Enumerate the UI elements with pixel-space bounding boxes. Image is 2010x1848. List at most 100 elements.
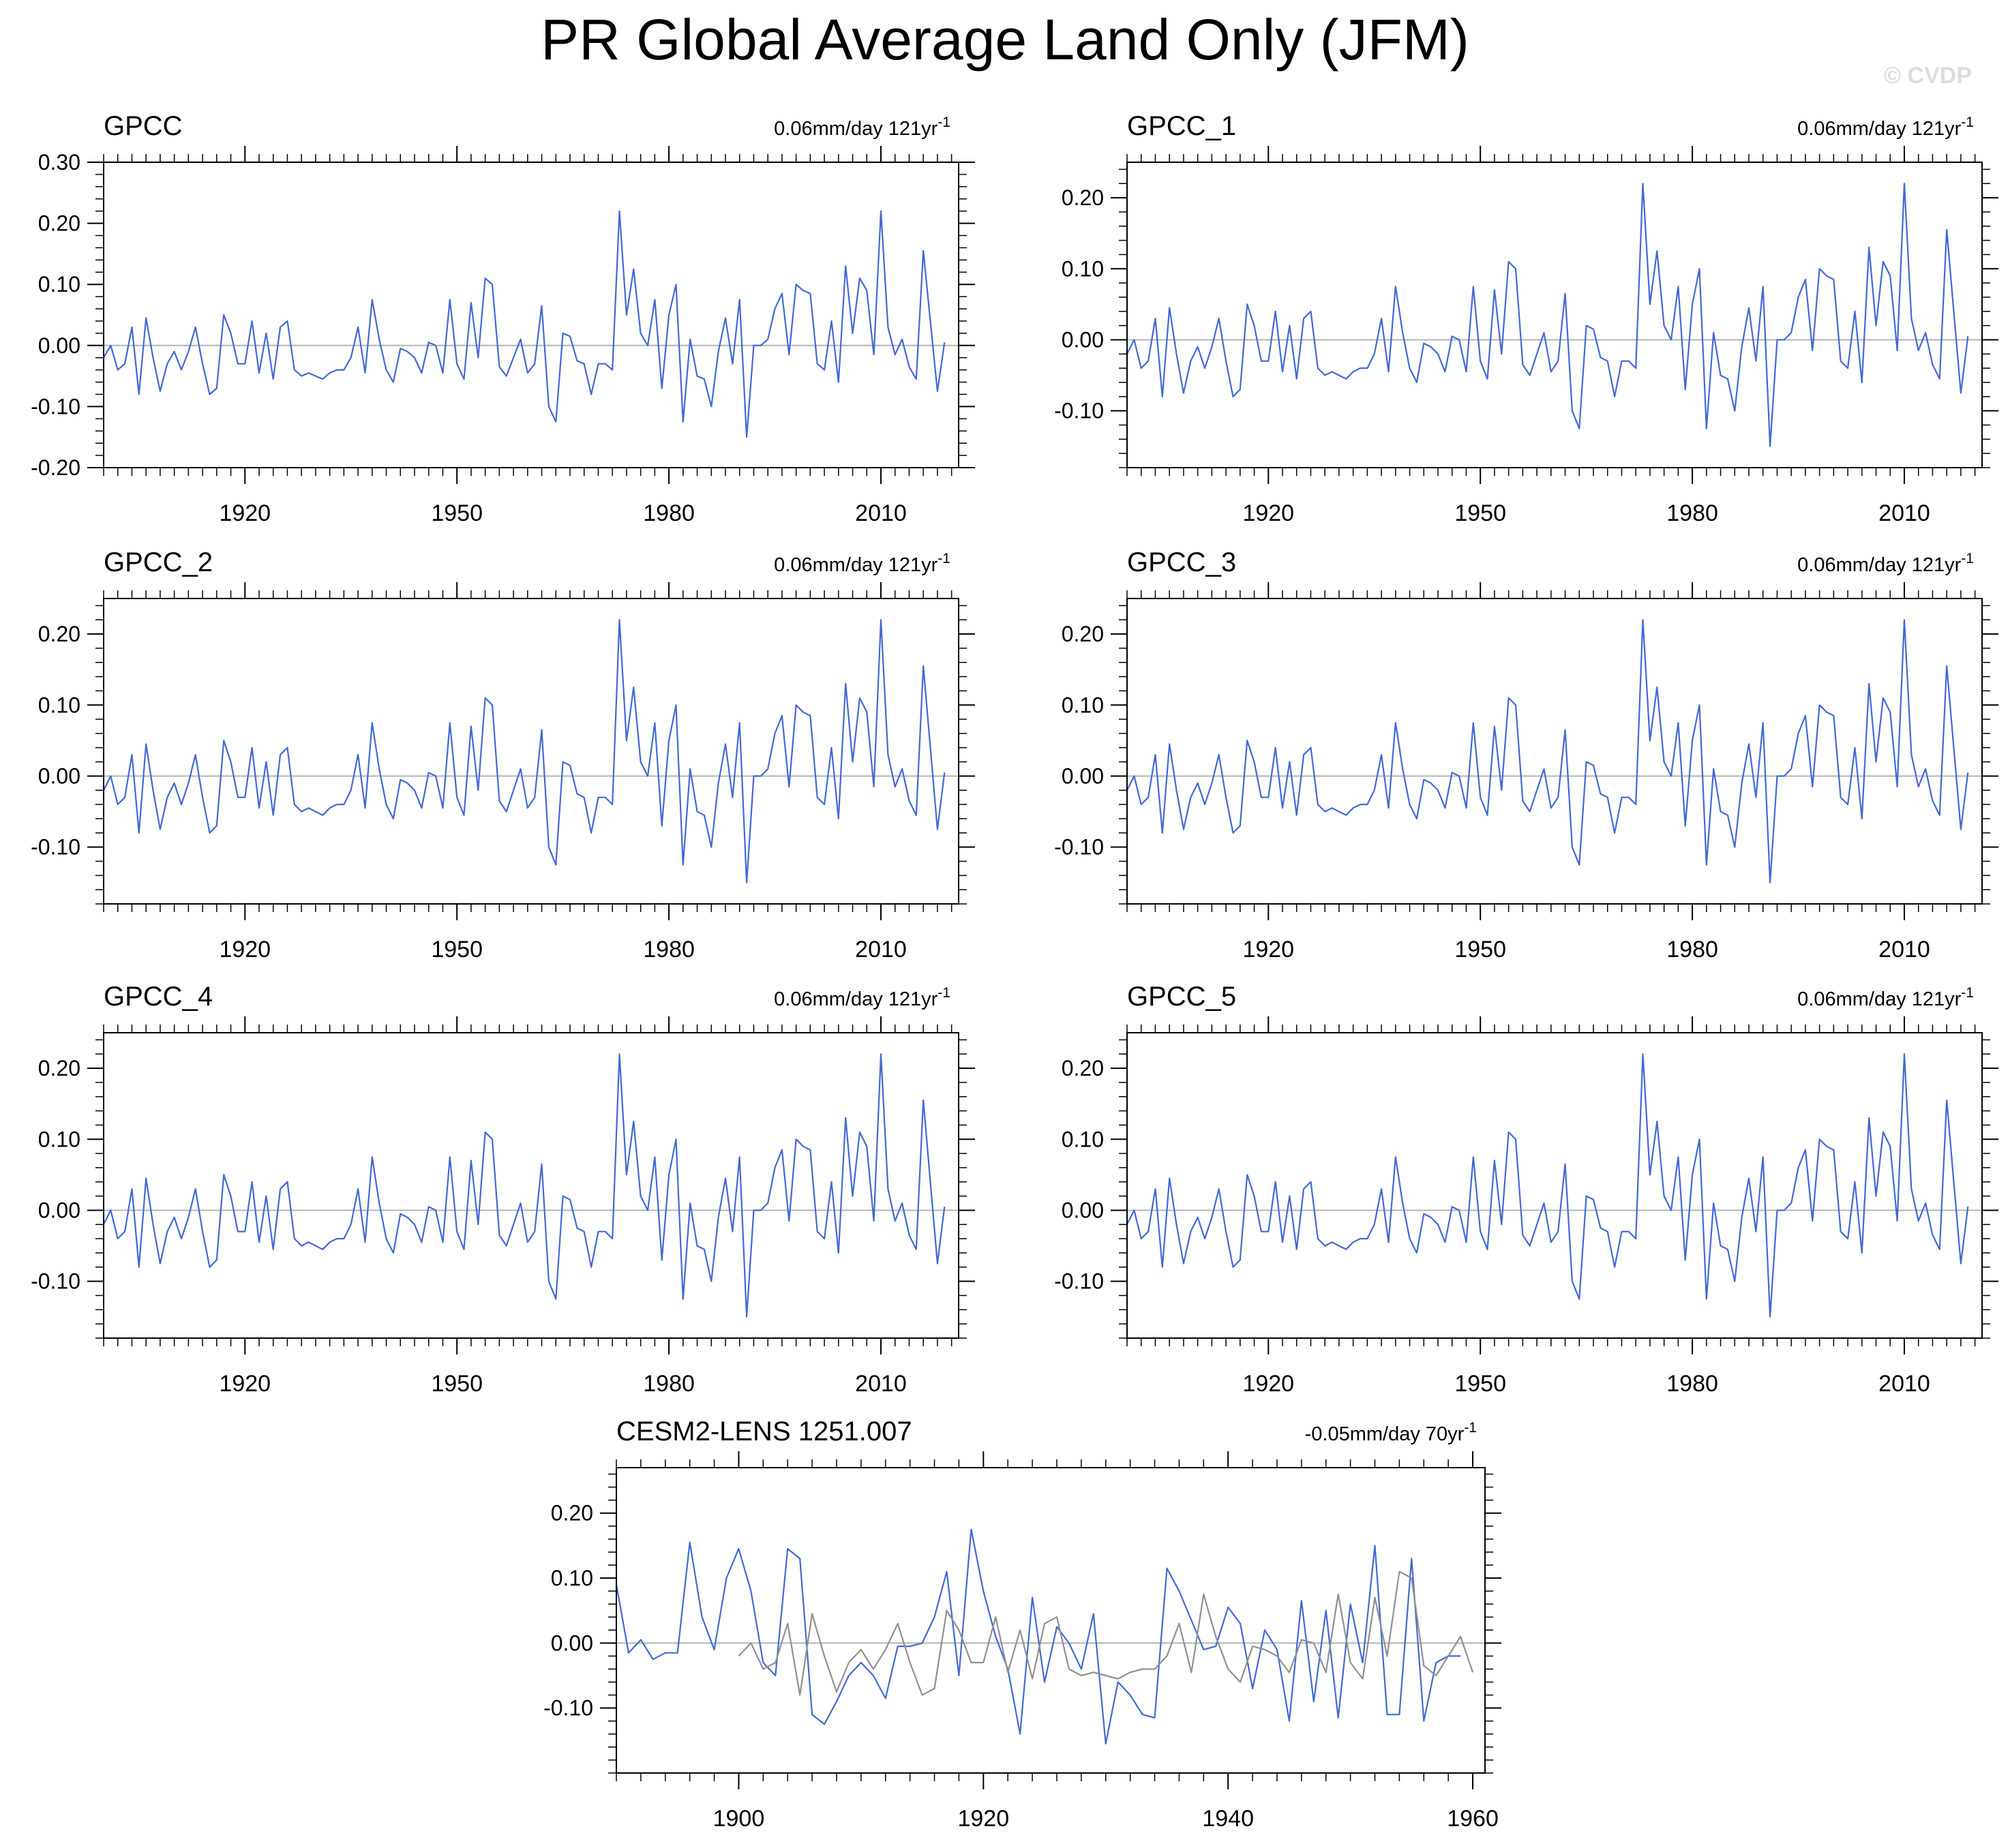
x-tick-label: 1980: [643, 937, 695, 963]
series-line-1: [103, 210, 946, 438]
plot-frame: [103, 598, 959, 905]
y-tick-label: 0.20: [1062, 1056, 1104, 1080]
y-tick-label: -0.20: [31, 455, 80, 480]
x-tick-label: 1950: [431, 1371, 483, 1397]
y-tick-label: 0.20: [551, 1501, 593, 1526]
y-tick-label: 0.00: [38, 333, 80, 358]
y-tick-label: -0.10: [31, 394, 80, 419]
y-tick-label: 0.20: [38, 1056, 80, 1080]
panel-trend-label: 0.06mm/day 121yr-1: [1797, 115, 1974, 140]
y-tick-label: 0.20: [1062, 622, 1104, 646]
x-tick-label: 1980: [1666, 1371, 1718, 1397]
plot-frame: [1126, 598, 1983, 905]
y-tick-label: 0.10: [38, 1127, 80, 1151]
plot-frame: [1126, 1032, 1983, 1339]
y-tick-label: 0.20: [38, 211, 80, 236]
x-tick-label: 1920: [219, 500, 271, 526]
watermark: © CVDP: [1884, 63, 1972, 89]
series-line-1: [103, 619, 946, 883]
x-tick-label: 2010: [1878, 937, 1930, 963]
x-tick-label: 1980: [643, 1371, 695, 1397]
y-tick-label: 0.20: [1062, 185, 1104, 210]
x-tick-label: 1920: [1242, 1371, 1294, 1397]
series-line-1: [615, 1528, 1461, 1745]
series-line-1: [1126, 619, 1969, 883]
panel-title: GPCC_1: [1127, 111, 1236, 141]
series-line-2: [738, 1571, 1474, 1696]
y-tick-label: 0.00: [1062, 327, 1104, 352]
series-line-1: [103, 1053, 946, 1318]
panel-trend-superscript: -1: [937, 115, 950, 130]
series-line-1: [1126, 1053, 1969, 1318]
panel-title: GPCC_2: [104, 547, 213, 577]
panel-title: GPCC_5: [1127, 982, 1236, 1012]
y-tick-label: -0.10: [1054, 399, 1104, 423]
y-tick-label: -0.10: [1054, 1269, 1104, 1294]
x-tick-label: 1960: [1447, 1806, 1499, 1832]
panel-trend-superscript: -1: [937, 985, 950, 1001]
plot-frame: [103, 1032, 959, 1339]
figure-title: PR Global Average Land Only (JFM): [541, 7, 1469, 72]
x-tick-label: 2010: [855, 1371, 907, 1397]
plot-frame: [616, 1467, 1486, 1774]
y-tick-label: -0.10: [31, 835, 80, 860]
x-tick-label: 1900: [713, 1806, 765, 1832]
x-tick-label: 1920: [219, 937, 271, 963]
panel-trend-label: 0.06mm/day 121yr-1: [774, 985, 950, 1010]
panel-title: GPCC: [104, 111, 183, 141]
panel-trend-label: 0.06mm/day 121yr-1: [1797, 985, 1974, 1010]
plot-frame: [103, 162, 959, 468]
y-tick-label: 0.00: [1062, 763, 1104, 788]
x-tick-label: 1950: [431, 937, 483, 963]
series-line-1: [1126, 183, 1969, 447]
panel-title: GPCC_4: [104, 982, 213, 1012]
y-tick-label: 0.10: [1062, 256, 1104, 281]
x-tick-label: 1920: [1242, 500, 1294, 526]
x-tick-label: 1920: [219, 1371, 271, 1397]
y-tick-label: 0.00: [551, 1631, 593, 1655]
y-tick-label: 0.30: [38, 150, 80, 175]
y-tick-label: 0.10: [551, 1566, 593, 1590]
panel-3: -0.10 0.00 0.10 0.20 1920 1950 1980 2010 GPCC_2 0…: [31, 547, 975, 963]
y-tick-label: 0.00: [38, 763, 80, 788]
panel-trend-label: 0.06mm/day 121yr-1: [774, 551, 950, 576]
y-tick-label: 0.00: [1062, 1198, 1104, 1222]
x-tick-label: 2010: [1878, 500, 1930, 526]
x-tick-label: 1950: [1454, 500, 1506, 526]
panel-trend-superscript: -1: [1961, 115, 1974, 130]
x-tick-label: 1940: [1202, 1806, 1254, 1832]
panel-trend-label: -0.05mm/day 70yr-1: [1305, 1420, 1477, 1445]
y-tick-label: 0.20: [38, 622, 80, 646]
panel-4: -0.10 0.00 0.10 0.20 1920 1950 1980 2010 GPCC_3 0…: [1054, 547, 1998, 963]
x-tick-label: 1950: [1454, 937, 1506, 963]
x-tick-label: 1980: [1666, 500, 1718, 526]
panel-title: GPCC_3: [1127, 547, 1236, 577]
x-tick-label: 2010: [1878, 1371, 1930, 1397]
x-tick-label: 1920: [1242, 937, 1294, 963]
panel-trend-label: 0.06mm/day 121yr-1: [1797, 551, 1974, 576]
x-tick-label: 1950: [1454, 1371, 1506, 1397]
panel-5: -0.10 0.00 0.10 0.20 1920 1950 1980 2010 GPCC_4 0…: [31, 982, 975, 1397]
panel-7: -0.10 0.00 0.10 0.20 1900 1920 1940 1960 CESM2-L…: [543, 1417, 1501, 1832]
panel-trend-superscript: -1: [1464, 1420, 1477, 1436]
panel-1: -0.20 -0.10 0.00 0.10 0.20 0.30 1920 1950 1980 20…: [31, 111, 975, 526]
y-tick-label: 0.00: [38, 1198, 80, 1222]
panel-6: -0.10 0.00 0.10 0.20 1920 1950 1980 2010 GPCC_5 0…: [1054, 982, 1998, 1397]
plot-frame: [1126, 162, 1983, 468]
panel-trend-superscript: -1: [1961, 985, 1974, 1001]
y-tick-label: -0.10: [543, 1696, 593, 1721]
y-tick-label: 0.10: [38, 272, 80, 297]
x-tick-label: 2010: [855, 937, 907, 963]
panel-title: CESM2-LENS 1251.007: [616, 1417, 912, 1446]
x-tick-label: 1980: [643, 500, 695, 526]
y-tick-label: -0.10: [1054, 835, 1104, 860]
y-tick-label: 0.10: [1062, 693, 1104, 717]
y-tick-label: 0.10: [38, 693, 80, 717]
panel-trend-superscript: -1: [1961, 551, 1974, 566]
x-tick-label: 2010: [855, 500, 907, 526]
panel-trend-label: 0.06mm/day 121yr-1: [774, 115, 950, 140]
y-tick-label: -0.10: [31, 1269, 80, 1294]
x-tick-label: 1980: [1666, 937, 1718, 963]
